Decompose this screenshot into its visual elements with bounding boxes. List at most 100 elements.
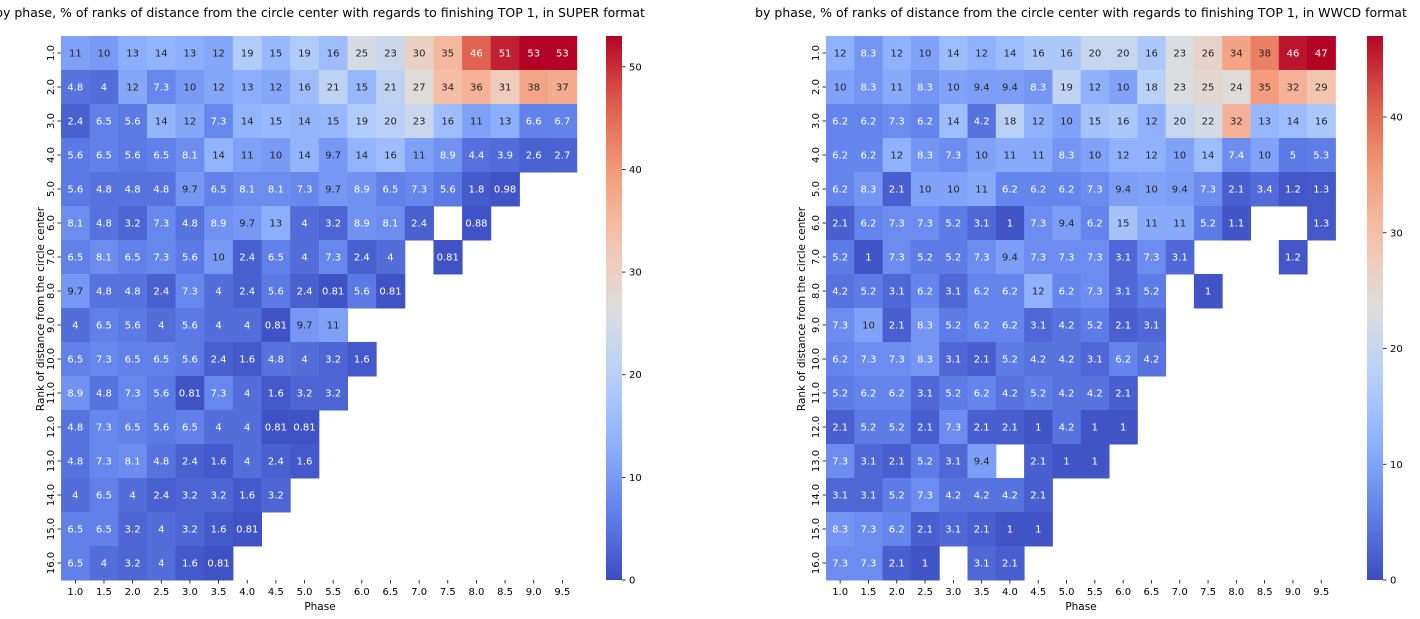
cell-value-label: 6.2 [1115, 355, 1131, 366]
cell-value-label: 10 [212, 253, 225, 264]
heatmap-cell [1193, 172, 1223, 207]
x-tick-label: 6.5 [383, 587, 399, 598]
cell-value-label: 9.4 [1115, 185, 1131, 196]
heatmap-cell [967, 36, 997, 71]
cell-value-label: 6.5 [96, 321, 112, 332]
heatmap-cell [882, 138, 912, 173]
cell-value-label: 10 [98, 49, 111, 60]
heatmap-cell [995, 172, 1025, 207]
heatmap-cell [1250, 172, 1280, 207]
y-tick-label: 1.0 [811, 45, 822, 61]
y-tick-label: 4.0 [46, 147, 57, 163]
heatmap-cell [882, 478, 912, 513]
cell-value-label: 5.6 [268, 287, 284, 298]
heatmap-cell [232, 512, 263, 547]
cell-value-label: 14 [947, 117, 960, 128]
cell-value-label: 6.2 [832, 117, 848, 128]
x-tick-label: 7.0 [411, 587, 427, 598]
heatmap-cell [261, 172, 291, 207]
heatmap-cell [1278, 138, 1308, 173]
heatmap-cell [1222, 70, 1251, 105]
x-tick-label: 1.5 [96, 587, 112, 598]
heatmap-cell [1024, 172, 1053, 207]
cell-value-label: 5.6 [125, 151, 141, 162]
heatmap-cell [462, 70, 492, 105]
cell-value-label: 3.2 [125, 559, 141, 570]
heatmap-cell [347, 274, 377, 309]
cell-value-label: 6.2 [917, 117, 933, 128]
x-tick-labels: 1.0 1.5 2.0 2.5 3.0 3.5 4.0 4.5 5.0 5.5 6.0 6.5 7.0 7… [832, 580, 1329, 598]
colorbar-tick-label: 30 [629, 268, 642, 279]
x-tick-label: 9.0 [526, 587, 542, 598]
heatmap-cell [462, 104, 492, 139]
heatmap-cell [61, 478, 91, 513]
cell-value-label: 16 [1032, 49, 1045, 60]
heatmap-cell [939, 376, 968, 411]
heatmap-cell [318, 138, 348, 173]
heatmap-cell [967, 172, 997, 207]
cell-value-label: 16 [327, 49, 340, 60]
heatmap-cell [826, 410, 855, 445]
cell-value-label: 3.9 [497, 151, 513, 162]
heatmap-cell [290, 138, 320, 173]
cell-value-label: 6.2 [1030, 185, 1046, 196]
heatmap-cell [61, 444, 91, 479]
heatmap-cell [1193, 104, 1223, 139]
cell-value-label: 7.3 [325, 253, 341, 264]
heatmap-cell [261, 478, 291, 513]
x-tick-label: 5.5 [1087, 587, 1103, 598]
heatmap-cell [118, 172, 148, 207]
cell-value-label: 12 [1145, 117, 1158, 128]
cell-value-label: 4.8 [96, 389, 112, 400]
heatmap-cell [146, 206, 177, 241]
cell-value-label: 5.6 [153, 389, 169, 400]
cell-value-label: 13 [184, 49, 197, 60]
cell-value-label: 4 [301, 219, 307, 230]
cell-value-label: 6.2 [860, 151, 876, 162]
heatmap-cell [967, 342, 997, 377]
heatmap-cell [175, 512, 205, 547]
cell-value-label: 4 [387, 253, 393, 264]
heatmap-cell [854, 512, 884, 547]
cell-value-label: 9.7 [182, 185, 198, 196]
cell-value-label: 7.3 [945, 151, 961, 162]
y-axis-label: Rank of distance from the circle center [796, 206, 808, 411]
heatmap-cell [995, 138, 1025, 173]
cell-value-label: 5.2 [1143, 287, 1159, 298]
cell-value-label: 2.1 [917, 525, 933, 536]
cell-value-label: 7.3 [411, 185, 427, 196]
heatmap-cell [433, 70, 463, 105]
cell-value-label: 14 [1287, 117, 1300, 128]
heatmap-cell [204, 444, 234, 479]
cell-value-label: 1.6 [239, 355, 255, 366]
colorbar-tick-label: 10 [629, 473, 642, 484]
cell-value-label: 3.1 [974, 559, 990, 570]
y-tick-label: 14.0 [46, 484, 57, 506]
heatmap-cell [1052, 274, 1082, 309]
heatmap-cell [261, 376, 291, 411]
cell-value-label: 4.8 [268, 355, 284, 366]
y-tick-label: 5.0 [46, 181, 57, 197]
heatmap-cell [1052, 410, 1082, 445]
cell-value-label: 6.2 [1002, 287, 1018, 298]
cell-value-label: 0.88 [465, 219, 487, 230]
x-tick-label: 3.5 [211, 587, 227, 598]
heatmap-cell [854, 342, 884, 377]
cell-value-label: 4.2 [1059, 423, 1075, 434]
cell-value-label: 4.2 [1059, 389, 1075, 400]
heatmap-cell [1024, 274, 1053, 309]
heatmap-cell [490, 172, 520, 207]
cell-value-label: 12 [1032, 117, 1045, 128]
cell-value-label: 5.6 [354, 287, 370, 298]
heatmap-cell [347, 36, 377, 71]
heatmap-cell [404, 104, 434, 139]
cell-value-label: 3.1 [1115, 287, 1131, 298]
cell-value-label: 3.1 [889, 287, 905, 298]
heatmap-cell [1137, 240, 1167, 275]
cell-value-label: 5.2 [945, 219, 961, 230]
cell-value-label: 23 [1173, 49, 1186, 60]
cell-value-label: 5.2 [832, 389, 848, 400]
heatmap-cell [882, 70, 912, 105]
heatmap-cell [910, 274, 940, 309]
cell-value-label: 13 [1258, 117, 1271, 128]
